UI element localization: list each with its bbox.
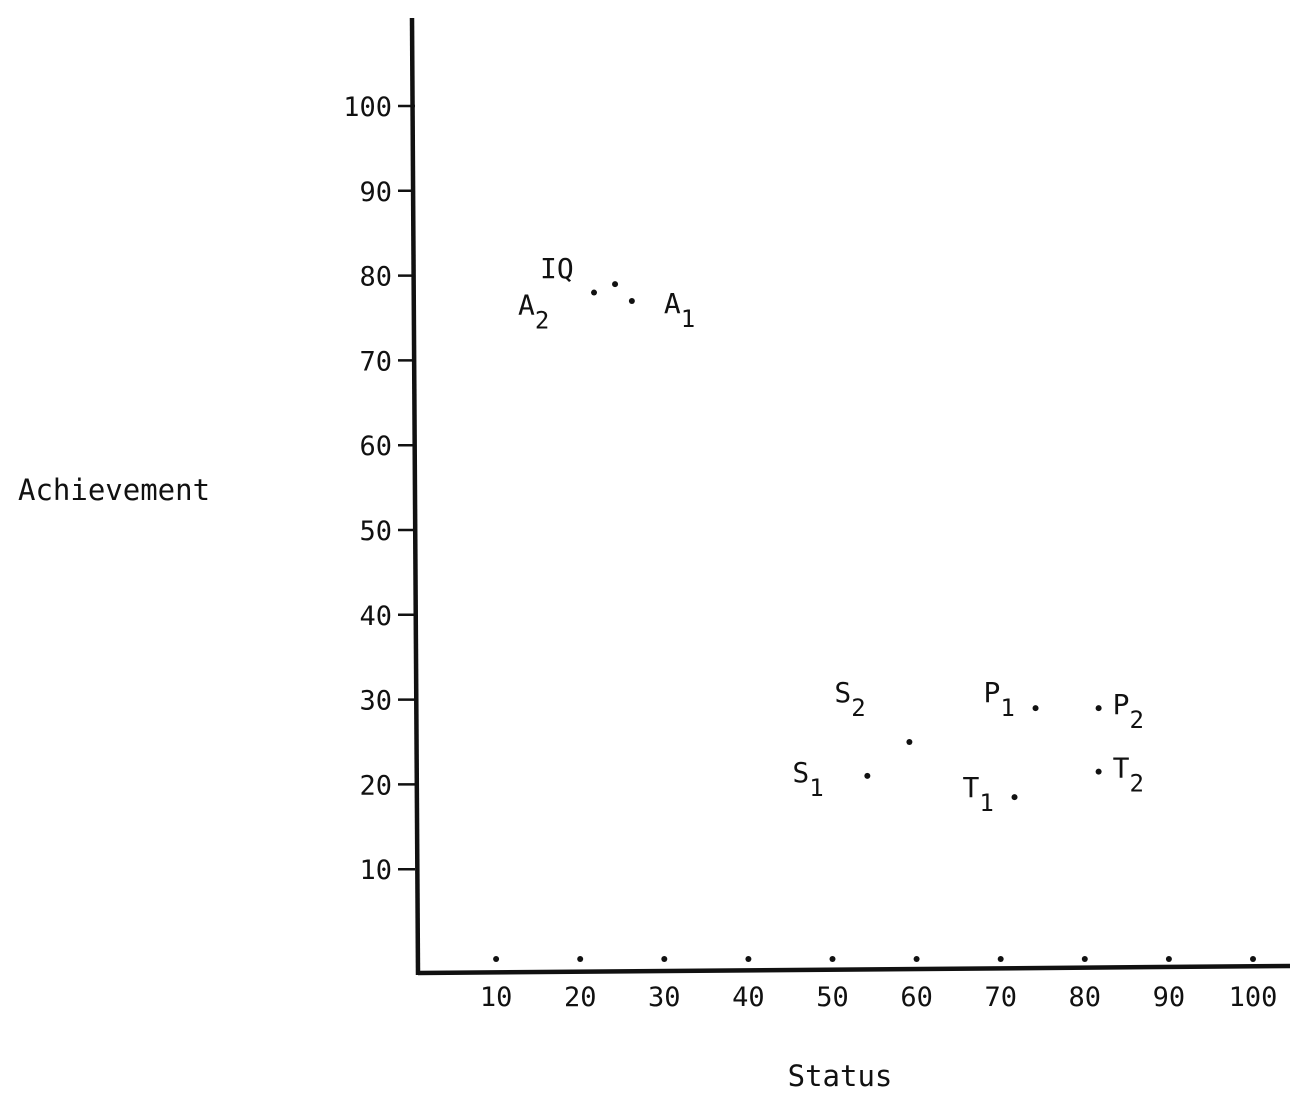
- y-axis-line: [409, 17, 421, 976]
- data-point: [1095, 768, 1102, 775]
- y-tick-label: 90: [359, 177, 392, 208]
- data-point: [864, 772, 871, 779]
- x-tick-label: 10: [480, 982, 513, 1013]
- data-point: [1095, 705, 1102, 712]
- x-tick-mark: [997, 956, 1004, 962]
- x-tick-mark: [1081, 956, 1088, 962]
- ticks: 10 20 30 40 50 60 70 80 90 100 10 20 30 40 50 60 70 80 90 1…: [343, 92, 1277, 1013]
- x-tick-label: 40: [732, 982, 765, 1013]
- x-axis-line: [417, 963, 1291, 976]
- axes: [409, 17, 1291, 976]
- y-axis-title: Achievement: [18, 473, 210, 507]
- data-point: [1032, 705, 1039, 712]
- x-tick-mark: [829, 956, 836, 962]
- y-tick-label: 40: [359, 601, 392, 632]
- data-point-label: P2: [1113, 688, 1144, 734]
- data-point-label: A2: [518, 289, 549, 335]
- x-tick-label: 80: [1069, 982, 1102, 1013]
- data-point-label: T2: [1113, 752, 1144, 798]
- y-tick-label: 30: [359, 686, 392, 717]
- x-tick-mark: [577, 956, 584, 962]
- x-tick-mark: [913, 956, 920, 962]
- y-tick-label: 20: [359, 770, 392, 801]
- data-point-label: S1: [792, 756, 823, 802]
- x-tick-mark: [1165, 956, 1172, 962]
- data-point-label: S2: [834, 676, 865, 722]
- data-point-label: IQ: [540, 252, 574, 285]
- data-point: [906, 739, 913, 745]
- data-point-label: P1: [984, 676, 1015, 722]
- x-tick-label: 60: [900, 982, 933, 1013]
- y-tick-label: 50: [359, 516, 392, 547]
- data-point-label: T1: [963, 771, 994, 817]
- x-tick-mark: [661, 956, 668, 962]
- y-tick-label: 80: [359, 262, 392, 293]
- x-tick-mark: [1250, 956, 1256, 962]
- data-point: [1011, 794, 1018, 801]
- x-tick-label: 50: [816, 982, 849, 1013]
- x-tick-label: 20: [564, 982, 597, 1013]
- x-tick-label: 30: [648, 982, 681, 1013]
- y-tick-label: 70: [359, 346, 392, 377]
- y-tick-label: 100: [343, 92, 392, 123]
- x-tick-label: 70: [984, 982, 1017, 1013]
- x-tick-mark: [493, 956, 500, 962]
- x-tick-mark: [745, 956, 752, 962]
- x-tick-label: 100: [1229, 982, 1278, 1013]
- x-axis-title: Status: [788, 1059, 893, 1093]
- y-tick-label: 60: [359, 431, 392, 462]
- data-point: [628, 298, 635, 305]
- y-tick-label: 10: [359, 855, 392, 886]
- data-point-label: A1: [664, 287, 695, 333]
- data-point: [591, 289, 598, 296]
- x-tick-label: 90: [1153, 982, 1186, 1013]
- data-point: [612, 281, 619, 288]
